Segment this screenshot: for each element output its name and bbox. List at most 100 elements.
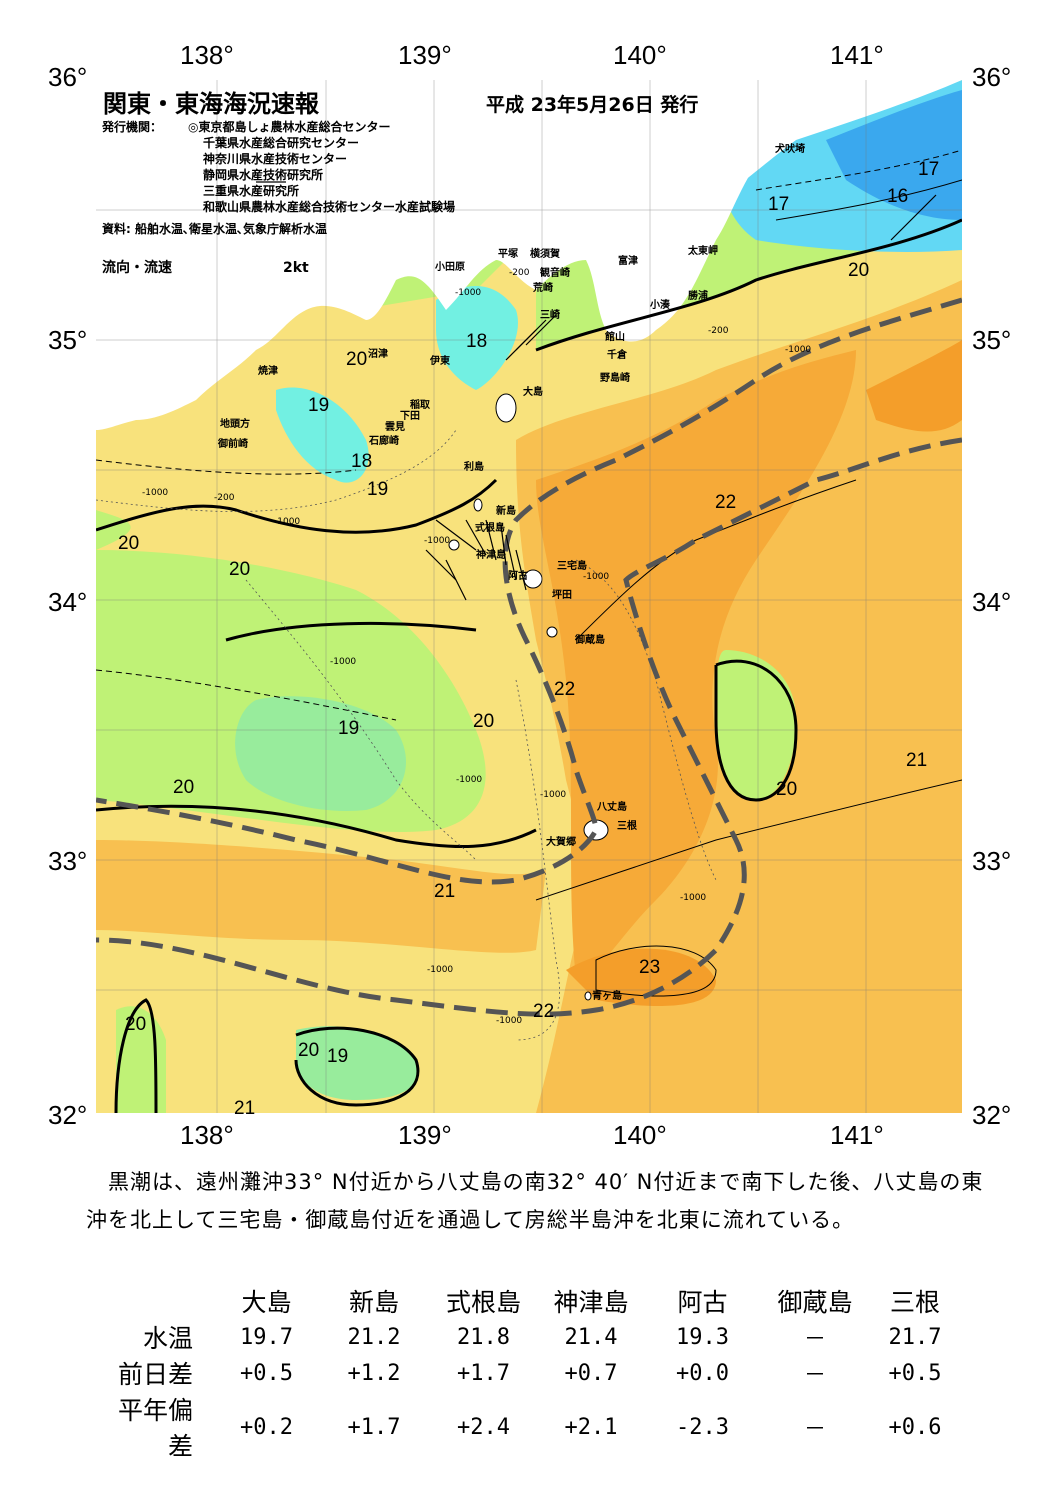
column-header: 大島	[241, 1288, 292, 1317]
isotherm-label: 18	[351, 451, 373, 472]
isotherm-label: 20	[848, 260, 870, 281]
depth-label: -1000	[496, 1016, 523, 1026]
place-nojima: 野島崎	[600, 373, 630, 384]
table-cell: +1.2	[347, 1360, 401, 1386]
place-inatori: 稲取	[410, 400, 430, 411]
column-header: 阿古	[677, 1288, 728, 1317]
place-inubo: 犬吠埼	[775, 144, 805, 155]
place-shikine: 式根島	[475, 523, 505, 534]
place-tsubota: 坪田	[552, 590, 572, 601]
isotherm-label: 19	[367, 479, 389, 500]
isotherm-label: 22	[715, 492, 737, 513]
agency-2: 千葉県水産総合研究センター	[203, 136, 360, 150]
kuroshio-axis	[96, 297, 962, 1017]
column-header: 三根	[889, 1288, 940, 1317]
island-aogashima	[584, 991, 592, 1001]
zone-22-core	[536, 350, 856, 980]
table-header-row: 大島 新島 式根島 神津島 阿古 御蔵島 三根	[95, 1283, 960, 1319]
zone-19-west	[235, 696, 406, 811]
isotherm-label: 22	[554, 679, 576, 700]
map-title: 関東・東海海況速報	[103, 90, 319, 118]
table-row: 平年偏差 +0.2 +1.7 +2.4 +2.1 -2.3 － +0.6	[95, 1391, 960, 1463]
place-aogashima: 青ヶ島	[592, 991, 622, 1002]
lat-label-right-32: 32°	[972, 1100, 1012, 1130]
place-numazu: 沼津	[368, 349, 388, 360]
place-shimoda: 下田	[400, 411, 420, 422]
depth-label: -1000	[456, 775, 483, 785]
depth-label: -1000	[424, 536, 451, 546]
grid	[96, 80, 962, 1113]
isotherm-label: 20	[229, 559, 251, 580]
zone-18-suruga	[276, 387, 369, 483]
zone-16	[826, 90, 962, 220]
lat-label-right-36: 36°	[972, 62, 1012, 92]
current-arrows	[256, 181, 937, 601]
lon-label-top-138: 138°	[180, 40, 234, 70]
map-svg	[96, 80, 962, 1113]
depth-label: -200	[708, 326, 729, 336]
table-cell: +0.6	[888, 1414, 942, 1440]
zone-22-west	[96, 840, 546, 953]
isotherm-label: 20	[298, 1040, 320, 1061]
island-oshima	[495, 393, 517, 423]
lon-label-top-139: 139°	[398, 40, 452, 70]
table-cell: －	[803, 1363, 826, 1388]
lat-label-left-32: 32°	[48, 1100, 88, 1130]
agency-5: 三重県水産研究所	[203, 184, 300, 198]
place-toshima: 利島	[464, 462, 484, 473]
table-cell: +1.7	[457, 1360, 510, 1386]
lat-label-right-33: 33°	[972, 846, 1012, 876]
lat-label-right-35: 35°	[972, 325, 1012, 355]
depth-label: -1000	[427, 965, 454, 975]
table-cell: +0.2	[240, 1414, 293, 1440]
depth-label: -200	[509, 268, 530, 278]
agency-3: 神奈川県水産技術センター	[203, 152, 348, 166]
table-cell: +2.1	[564, 1414, 618, 1440]
table-cell: －	[803, 1417, 826, 1442]
depth-label: -1000	[142, 488, 169, 498]
table-cell: －	[803, 1327, 826, 1352]
zone-18-sagami	[436, 286, 518, 390]
data-source: 資料: 船舶水温､衛星水温､気象庁解析水温	[102, 222, 327, 236]
lat-label-left-35: 35°	[48, 325, 88, 355]
isotherm-label: 21	[906, 750, 928, 771]
observation-table: 大島 新島 式根島 神津島 阿古 御蔵島 三根 水温 19.7 21.2 21.…	[95, 1283, 960, 1463]
place-hiratsuka: 平塚	[498, 249, 518, 260]
zone-19-south	[296, 1026, 418, 1100]
agency-6: 和歌山県農林水産総合技術センター水産試験場	[203, 200, 456, 214]
place-yaizu: 焼津	[258, 366, 278, 377]
place-kannon: 観音崎	[540, 268, 570, 279]
issue-date: 平成 23年5月26日 発行	[486, 94, 699, 116]
table-cell: +0.7	[564, 1360, 618, 1386]
island-mikura	[546, 626, 558, 638]
place-mitsune: 三根	[617, 821, 637, 832]
lon-label-bottom-138: 138°	[180, 1120, 234, 1150]
isotherm-label: 17	[768, 194, 790, 215]
land-honshu	[96, 80, 796, 430]
lon-label-bottom-140: 140°	[613, 1120, 667, 1150]
table-corner	[95, 1283, 215, 1319]
depth-label: -1000	[330, 657, 357, 667]
depth-label: -1000	[785, 345, 812, 355]
lon-label-top-140: 140°	[613, 40, 667, 70]
place-kozu: 神津島	[476, 550, 506, 561]
place-yokosuka: 横須賀	[530, 249, 560, 260]
table-cell: -2.3	[676, 1414, 729, 1440]
table-cell: +2.4	[457, 1414, 510, 1440]
isotherm-label: 17	[918, 159, 940, 180]
place-irozaki: 石廊崎	[369, 436, 399, 447]
kuroshio-summary: 黒潮は、遠州灘沖33° N付近から八丈島の南32° 40′ N付近まで南下した後…	[86, 1170, 984, 1232]
table-cell: 21.4	[564, 1324, 618, 1350]
place-mikura: 御蔵島	[575, 635, 605, 646]
table-cell: +0.0	[676, 1360, 729, 1386]
column-header: 式根島	[445, 1288, 521, 1317]
lat-label-left-33: 33°	[48, 846, 88, 876]
isotherm-label: 21	[434, 881, 456, 902]
place-oshima: 大島	[523, 387, 543, 398]
table-cell: 19.7	[240, 1324, 293, 1350]
row-label-prev-day-diff: 前日差	[117, 1360, 193, 1389]
table-row: 水温 19.7 21.2 21.8 21.4 19.3 － 21.7	[95, 1319, 960, 1355]
place-ito: 伊東	[430, 356, 450, 367]
isotherm-lines	[96, 149, 962, 1113]
legend-value: 2kt	[283, 260, 309, 276]
